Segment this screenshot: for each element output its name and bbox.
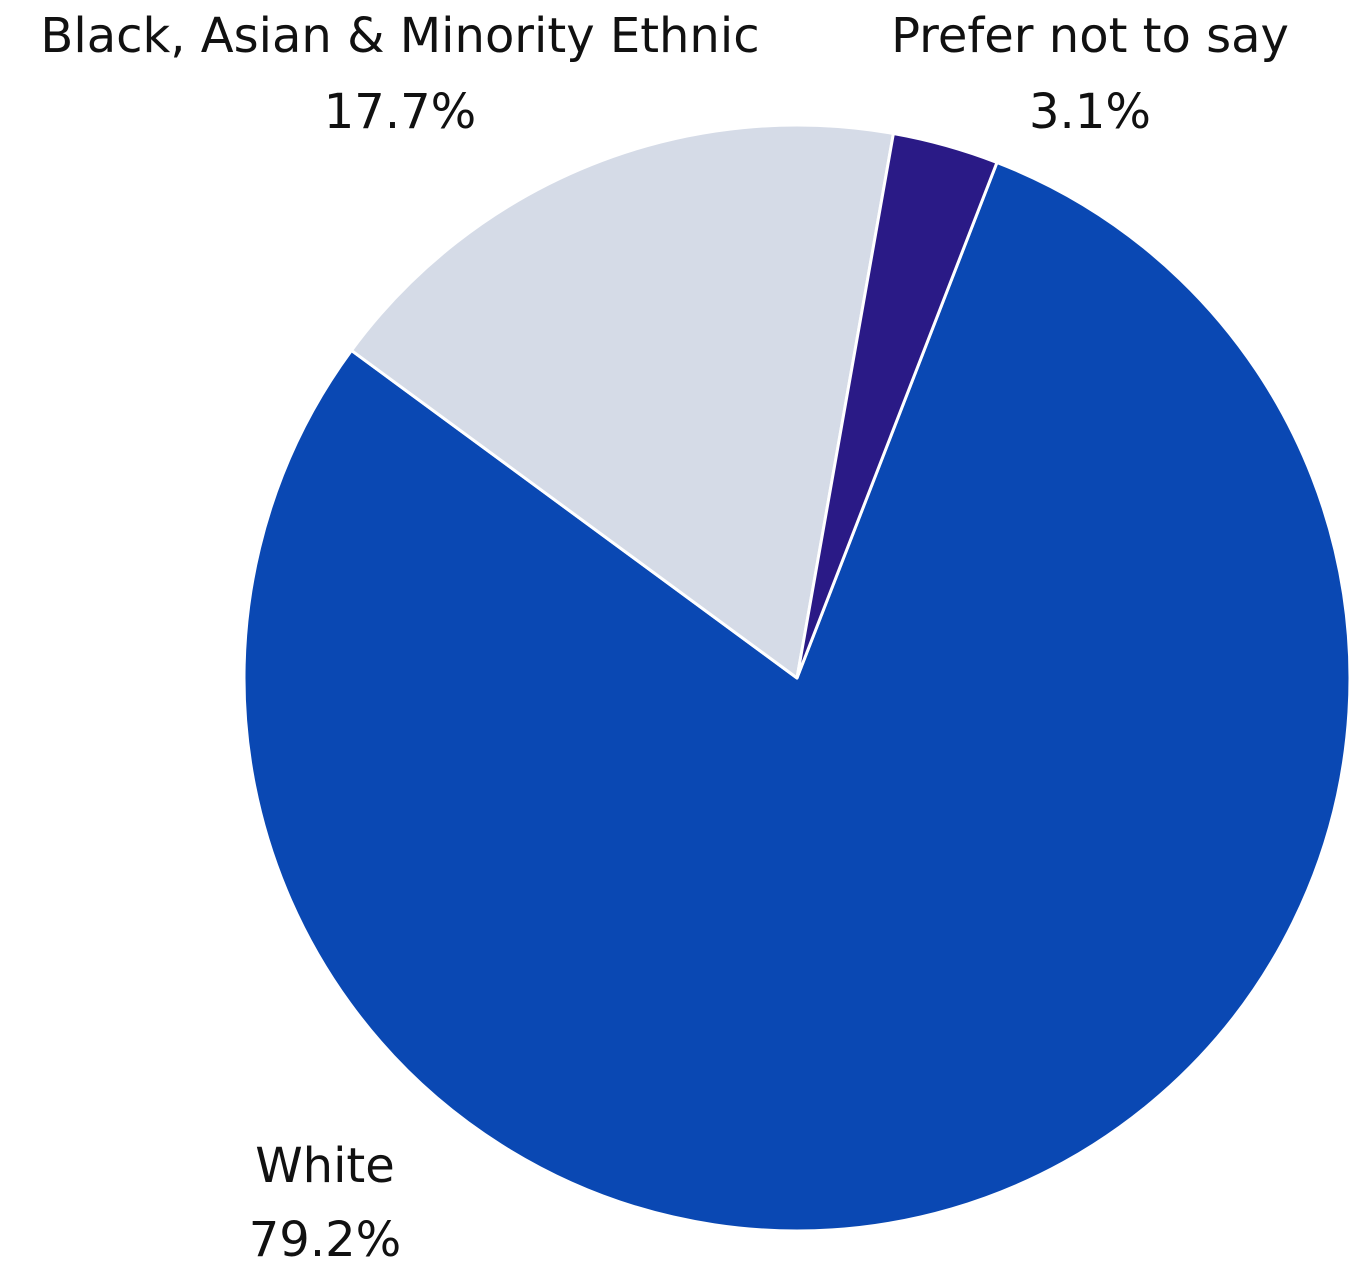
slice-value-prefer-not-to-say: 3.1% — [1029, 84, 1151, 140]
slice-label-prefer-not-to-say: Prefer not to say — [891, 8, 1289, 64]
slice-prefer-not-to-say — [795, 131, 999, 680]
slice-label-bame: Black, Asian & Minority Ethnic — [40, 8, 759, 64]
slice-label-white: White — [255, 1138, 395, 1194]
slice-value-bame: 17.7% — [324, 84, 476, 140]
pie-slices — [242, 123, 1352, 1233]
slice-value-white: 79.2% — [249, 1212, 401, 1266]
slice-white — [242, 160, 1352, 1233]
slice-bame — [349, 123, 895, 680]
